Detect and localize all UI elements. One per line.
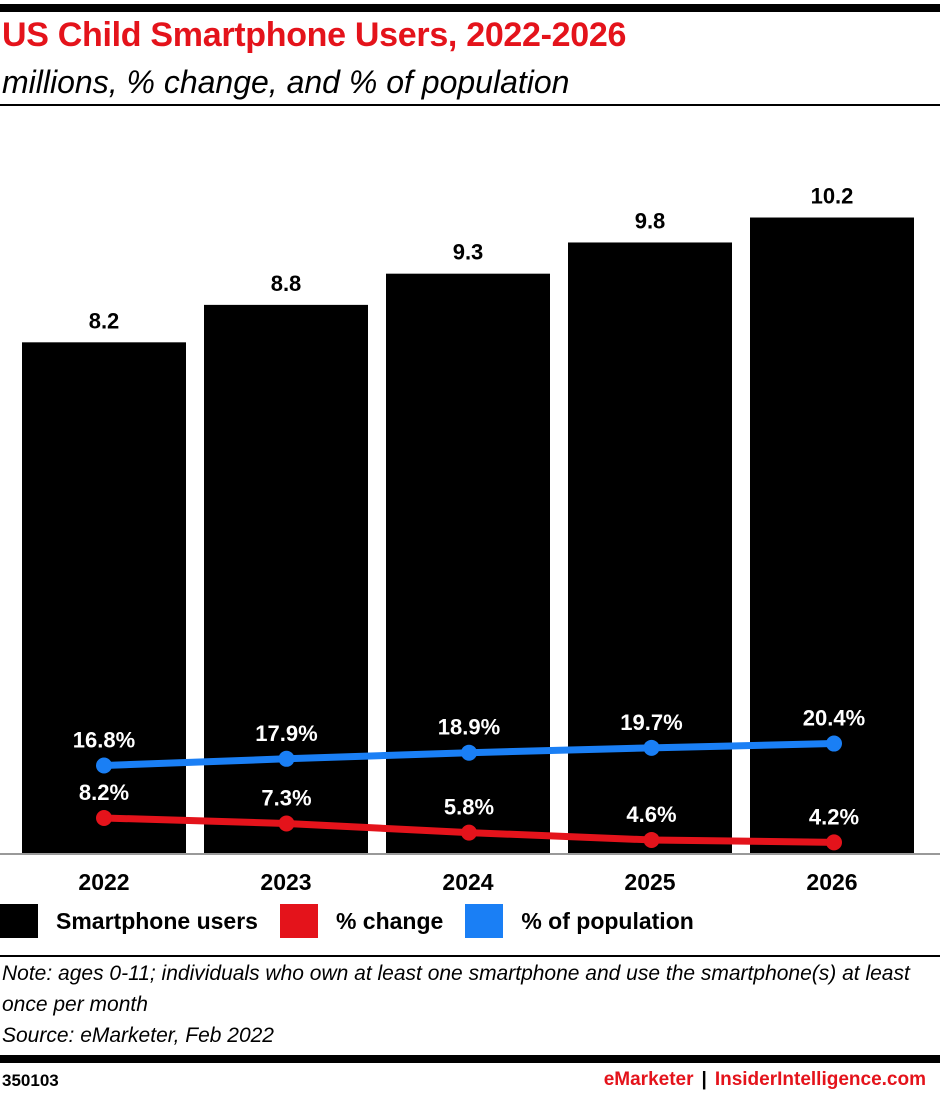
bar-2023 bbox=[204, 304, 368, 854]
legend-label-population: % of population bbox=[521, 907, 694, 934]
chart-id: 350103 bbox=[2, 1071, 59, 1090]
x-tick-label-2023: 2023 bbox=[260, 869, 311, 895]
population-label-2024: 18.9% bbox=[438, 715, 500, 740]
population-label-2025: 19.7% bbox=[620, 710, 682, 735]
chart-title: US Child Smartphone Users, 2022-2026 bbox=[2, 16, 627, 54]
chart-area: 8.2 8.8 9.3 9.8 10.2 2022 2023 2024 2025 2026 16.8… bbox=[0, 184, 940, 895]
change-point-2022 bbox=[96, 809, 112, 826]
legend: Smartphone users % change % of populatio… bbox=[0, 902, 716, 940]
legend-label-users: Smartphone users bbox=[56, 907, 258, 934]
population-label-2023: 17.9% bbox=[255, 721, 317, 746]
change-label-2022: 8.2% bbox=[79, 780, 129, 805]
legend-swatch-change bbox=[279, 904, 318, 938]
change-label-2023: 7.3% bbox=[261, 785, 311, 810]
bar-2022 bbox=[22, 342, 186, 854]
population-label-2022: 16.8% bbox=[73, 728, 135, 753]
bar-label-2024: 9.3 bbox=[453, 240, 484, 265]
note-rule bbox=[0, 955, 940, 957]
bar-2025 bbox=[568, 242, 732, 855]
insider-intelligence-link[interactable]: InsiderIntelligence.com bbox=[714, 1069, 926, 1090]
brand-footer[interactable]: eMarketer | InsiderIntelligence.com bbox=[604, 1069, 926, 1091]
population-point-2024 bbox=[461, 744, 477, 761]
emarketer-logo[interactable]: eMarketer bbox=[603, 1069, 694, 1090]
change-point-2023 bbox=[278, 815, 295, 832]
chart-subtitle: millions, % change, and % of population bbox=[2, 64, 570, 100]
population-point-2026 bbox=[826, 735, 842, 752]
legend-item-change: % change bbox=[279, 904, 444, 938]
population-point-2025 bbox=[643, 739, 660, 756]
top-rule bbox=[0, 4, 940, 12]
legend-swatch-population bbox=[465, 904, 504, 938]
bar-label-2025: 9.8 bbox=[635, 208, 666, 233]
bar-2024 bbox=[386, 273, 550, 854]
change-point-2025 bbox=[643, 831, 660, 848]
note-text: Note: ages 0-11; individuals who own at … bbox=[2, 962, 910, 1016]
population-point-2023 bbox=[278, 750, 295, 767]
bar-label-2022: 8.2 bbox=[89, 308, 120, 333]
brand-separator: | bbox=[701, 1069, 707, 1090]
change-label-2026: 4.2% bbox=[809, 804, 859, 829]
legend-label-change: % change bbox=[335, 907, 444, 934]
legend-item-users: Smartphone users bbox=[0, 904, 258, 938]
notes: Note: ages 0-11; individuals who own at … bbox=[2, 958, 922, 1051]
change-label-2024: 5.8% bbox=[444, 795, 494, 820]
bottom-rule bbox=[0, 1055, 940, 1063]
x-tick-label-2026: 2026 bbox=[806, 869, 857, 895]
subtitle-rule bbox=[0, 104, 940, 106]
change-label-2025: 4.6% bbox=[626, 802, 676, 827]
legend-swatch-users bbox=[0, 904, 38, 938]
x-tick-label-2025: 2025 bbox=[624, 869, 675, 895]
population-point-2022 bbox=[96, 757, 112, 774]
change-point-2026 bbox=[826, 834, 842, 851]
bar-2026 bbox=[750, 217, 914, 854]
source-text: Source: eMarketer, Feb 2022 bbox=[2, 1024, 274, 1047]
legend-item-population: % of population bbox=[465, 904, 694, 938]
x-tick-label-2022: 2022 bbox=[78, 869, 129, 895]
change-point-2024 bbox=[461, 824, 477, 841]
x-tick-label-2024: 2024 bbox=[442, 869, 493, 895]
bar-label-2026: 10.2 bbox=[811, 184, 854, 209]
population-label-2026: 20.4% bbox=[803, 706, 865, 731]
bar-label-2023: 8.8 bbox=[271, 271, 302, 296]
